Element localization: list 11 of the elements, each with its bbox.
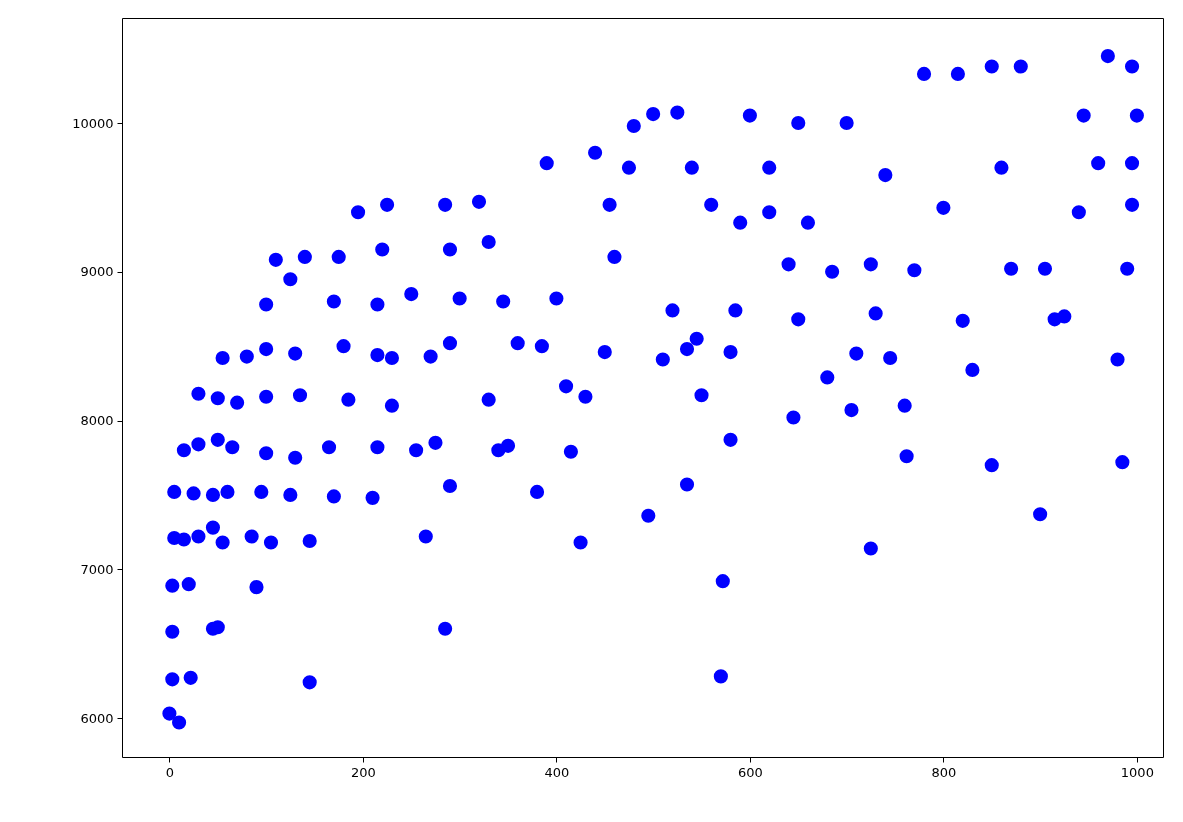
x-tick-label: 800 [931, 764, 957, 780]
y-tick-label: 10000 [72, 115, 114, 131]
x-tick-label: 200 [350, 764, 376, 780]
y-tick-label: 7000 [80, 561, 114, 577]
x-tick-label: 400 [544, 764, 570, 780]
y-tick-label: 9000 [80, 264, 114, 280]
x-tick-label: 600 [737, 764, 763, 780]
y-tick-label: 6000 [80, 710, 114, 726]
y-tick-label: 8000 [80, 413, 114, 429]
x-tick-label: 0 [165, 764, 175, 780]
x-tick-label: 1000 [1120, 764, 1154, 780]
